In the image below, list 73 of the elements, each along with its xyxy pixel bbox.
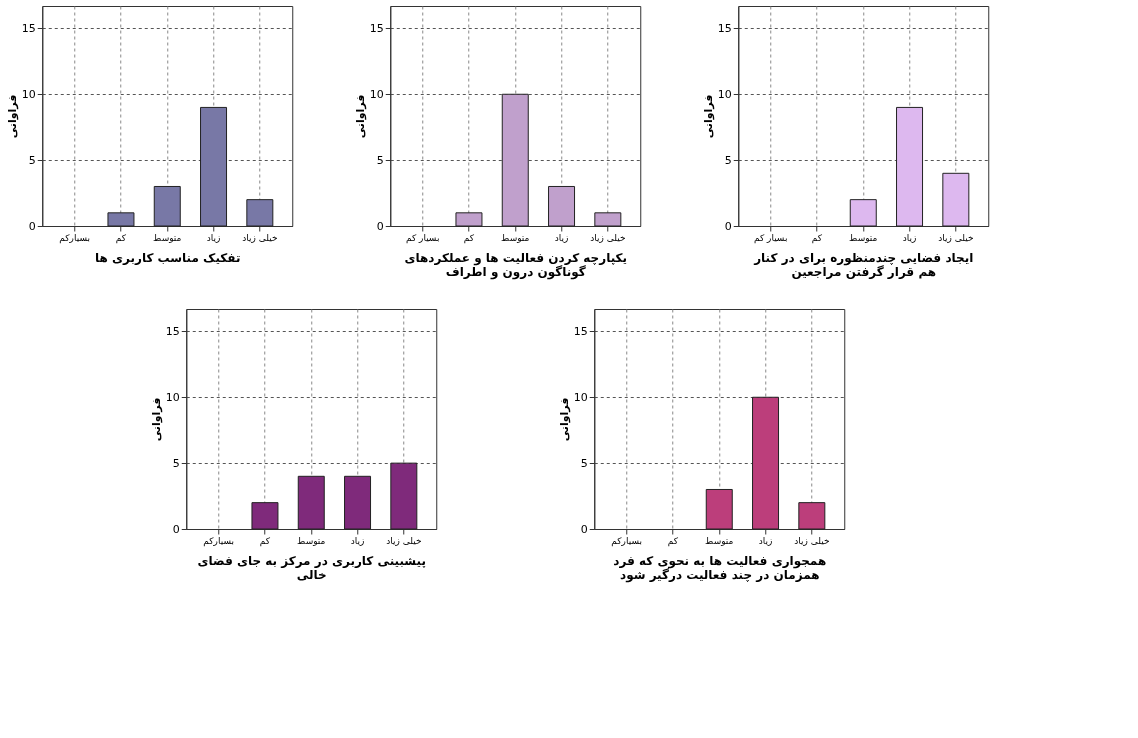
y-tick-label: 10	[165, 390, 180, 404]
bar	[896, 106, 924, 227]
x-tick-label: خیلی زیاد	[590, 232, 626, 243]
bar	[246, 199, 274, 227]
x-tick-label: خیلی زیاد	[794, 535, 830, 546]
x-tick-label: بسیارکم	[611, 535, 642, 547]
x-tick-label: کم	[667, 535, 679, 547]
y-tick-label: 5	[724, 153, 732, 167]
y-tick-label: 5	[580, 456, 588, 470]
y-tick-label: 10	[717, 87, 732, 101]
x-tick-label: متوسط	[705, 535, 734, 546]
y-axis-title: فراوانی	[353, 94, 367, 139]
bar	[344, 475, 372, 530]
y-axis-title: فراوانی	[701, 94, 715, 139]
y-tick-label: 0	[172, 522, 180, 536]
bar	[297, 475, 325, 530]
x-tick-label: متوسط	[153, 232, 182, 243]
bar	[705, 488, 733, 530]
x-tick-label: متوسط	[297, 535, 326, 546]
bar	[501, 93, 529, 227]
y-axis-title: فراوانی	[557, 397, 571, 442]
bar	[798, 502, 826, 530]
x-tick-label: بسیارکم	[59, 232, 90, 244]
bar	[390, 462, 418, 530]
x-axis-title: یکپارچه کردن فعالیت ها و عملکردهای گوناگون درون و اطراف	[404, 250, 628, 280]
x-tick-label: کم	[259, 535, 271, 547]
x-tick-label: زیاد	[206, 232, 221, 243]
y-axis-title: فراوانی	[5, 94, 19, 139]
x-tick-label: بسیار کم	[753, 232, 788, 244]
y-tick-label: 5	[172, 456, 180, 470]
x-tick-label: متوسط	[501, 232, 530, 243]
x-tick-label: زیاد	[902, 232, 917, 243]
bar	[752, 396, 780, 530]
x-tick-label: کم	[811, 232, 823, 244]
y-tick-label: 10	[21, 87, 36, 101]
x-tick-label: زیاد	[554, 232, 569, 243]
x-axis-title: همجواری فعالیت ها به نحوی که فرد همزمان در چند فعالیت درگیر شود	[613, 553, 827, 583]
y-tick-label: 15	[21, 21, 36, 35]
y-tick-label: 10	[369, 87, 384, 101]
x-axis-title: تفکیک مناسب کاربری ها	[95, 250, 241, 265]
bar	[251, 502, 279, 530]
bar	[548, 185, 576, 227]
y-tick-label: 0	[724, 219, 732, 233]
bar	[153, 185, 181, 227]
x-tick-label: بسیارکم	[203, 535, 234, 547]
bar	[455, 212, 483, 227]
y-tick-label: 5	[28, 153, 36, 167]
x-axis-title: پیشبینی کاربری در مرکز به جای فضای خالی	[197, 553, 426, 582]
y-tick-label: 15	[573, 324, 588, 338]
y-tick-label: 0	[376, 219, 384, 233]
y-tick-label: 5	[376, 153, 384, 167]
y-tick-label: 15	[165, 324, 180, 338]
bar	[849, 199, 877, 227]
x-tick-label: کم	[463, 232, 475, 244]
x-tick-label: خیلی زیاد	[938, 232, 974, 243]
x-tick-label: متوسط	[849, 232, 878, 243]
bar	[594, 212, 622, 227]
x-tick-label: خیلی زیاد	[386, 535, 422, 546]
y-tick-label: 15	[369, 21, 384, 35]
y-tick-label: 15	[717, 21, 732, 35]
x-tick-label: کم	[115, 232, 127, 244]
x-tick-label: زیاد	[350, 535, 365, 546]
x-axis-title: ایجاد فضایی چندمنظوره برای در کنار هم قرار گرفتن مراجعین	[753, 250, 974, 279]
x-tick-label: زیاد	[758, 535, 773, 546]
y-tick-label: 0	[580, 522, 588, 536]
x-tick-label: بسیار کم	[405, 232, 440, 244]
y-tick-label: 0	[28, 219, 36, 233]
bar	[942, 172, 970, 227]
bar	[200, 106, 228, 227]
y-tick-label: 10	[573, 390, 588, 404]
y-axis-title: فراوانی	[149, 397, 163, 442]
bar	[107, 212, 135, 227]
x-tick-label: خیلی زیاد	[242, 232, 278, 243]
